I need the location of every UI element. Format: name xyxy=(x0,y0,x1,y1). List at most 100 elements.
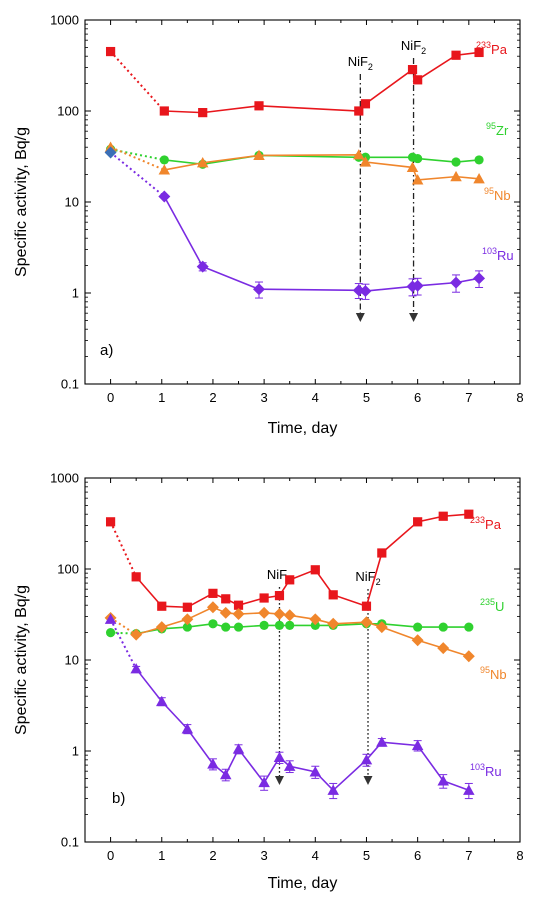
data-point xyxy=(411,739,424,751)
data-point xyxy=(377,548,387,558)
y-tick-label: 10 xyxy=(65,195,79,210)
data-point xyxy=(233,622,244,632)
series-line xyxy=(135,513,469,609)
extrapolation-line xyxy=(109,521,138,578)
data-point xyxy=(310,620,320,631)
data-point xyxy=(411,634,424,647)
extrapolation-line xyxy=(110,617,137,636)
data-point xyxy=(273,608,286,621)
data-point xyxy=(155,621,168,634)
data-point xyxy=(474,155,484,165)
x-tick-label: 1 xyxy=(158,848,165,863)
data-point-initial xyxy=(104,146,117,159)
data-point xyxy=(182,622,192,632)
series-label: 95Zr xyxy=(486,121,509,138)
x-tick-label: 0 xyxy=(107,848,114,863)
y-axis-title: Specific activity, Bq/g xyxy=(13,127,30,277)
data-point xyxy=(462,650,475,663)
data-point xyxy=(438,622,448,632)
data-point xyxy=(232,743,245,754)
panel-label: b) xyxy=(112,790,125,807)
data-point xyxy=(376,736,388,747)
series-line xyxy=(163,196,480,292)
x-tick-label: 7 xyxy=(465,390,472,405)
data-point xyxy=(208,619,218,629)
data-point xyxy=(131,572,141,582)
series-pa: 233Pa xyxy=(105,509,502,612)
data-point xyxy=(285,575,295,585)
series-label: 95Nb xyxy=(484,186,511,203)
data-point xyxy=(413,622,423,632)
x-tick-label: 7 xyxy=(465,848,472,863)
data-point xyxy=(283,760,296,771)
series-zr: 95Zr xyxy=(105,121,509,169)
y-tick-label: 100 xyxy=(57,562,79,577)
data-point xyxy=(464,622,474,632)
x-tick-label: 1 xyxy=(158,390,165,405)
y-tick-label: 1000 xyxy=(50,471,79,486)
event-arrow xyxy=(274,776,284,785)
series-line xyxy=(136,622,469,635)
x-tick-label: 0 xyxy=(107,390,114,405)
series-label: 95Nb xyxy=(480,665,507,682)
data-point xyxy=(158,190,171,203)
series-line xyxy=(164,154,480,181)
data-point xyxy=(221,594,231,604)
x-tick-label: 8 xyxy=(516,390,523,405)
y-tick-label: 1000 xyxy=(50,13,79,28)
data-point xyxy=(360,616,373,629)
data-point xyxy=(361,601,372,611)
data-point xyxy=(411,279,424,292)
series-label: 103Ru xyxy=(482,246,514,263)
data-point xyxy=(309,766,322,777)
x-tick-label: 4 xyxy=(312,390,319,405)
data-point xyxy=(253,283,265,296)
event-label: NiF2 xyxy=(401,38,426,56)
data-point xyxy=(327,784,339,795)
data-point xyxy=(233,600,244,610)
data-point xyxy=(473,272,486,285)
y-tick-label: 100 xyxy=(57,104,79,119)
data-point xyxy=(437,642,450,655)
x-tick-label: 2 xyxy=(209,848,216,863)
data-point xyxy=(130,663,142,674)
data-point xyxy=(159,106,169,116)
data-point xyxy=(406,161,419,173)
series-nb: 95Nb xyxy=(104,141,511,203)
data-point xyxy=(196,260,209,273)
y-tick-label: 10 xyxy=(65,653,79,668)
panel-label: a) xyxy=(100,342,113,359)
data-point xyxy=(221,622,231,632)
data-point-initial xyxy=(105,46,116,57)
data-point xyxy=(407,65,418,75)
data-point xyxy=(181,723,194,734)
data-point-initial xyxy=(104,613,117,624)
event-arrow xyxy=(355,313,365,322)
data-point xyxy=(273,751,286,763)
data-point xyxy=(353,149,365,160)
data-point xyxy=(359,156,372,167)
series-line xyxy=(135,606,470,657)
data-point xyxy=(375,621,388,634)
data-point xyxy=(451,157,461,167)
event-arrow xyxy=(409,313,419,322)
data-point xyxy=(219,606,232,619)
y-tick-label: 0.1 xyxy=(61,835,79,850)
data-point xyxy=(285,620,295,631)
series-label: 235U xyxy=(480,597,504,614)
data-point xyxy=(274,591,285,601)
data-point xyxy=(254,101,264,111)
x-tick-label: 8 xyxy=(516,848,523,863)
plot-frame xyxy=(84,19,521,385)
series-line xyxy=(164,51,480,114)
x-tick-label: 4 xyxy=(312,848,319,863)
series-label: 103Ru xyxy=(470,762,502,779)
x-tick-label: 3 xyxy=(261,848,268,863)
series-label: 233Pa xyxy=(476,40,508,57)
data-point xyxy=(450,170,462,182)
x-tick-label: 5 xyxy=(363,390,370,405)
data-point-initial xyxy=(105,628,116,638)
y-tick-label: 0.1 xyxy=(61,377,79,392)
